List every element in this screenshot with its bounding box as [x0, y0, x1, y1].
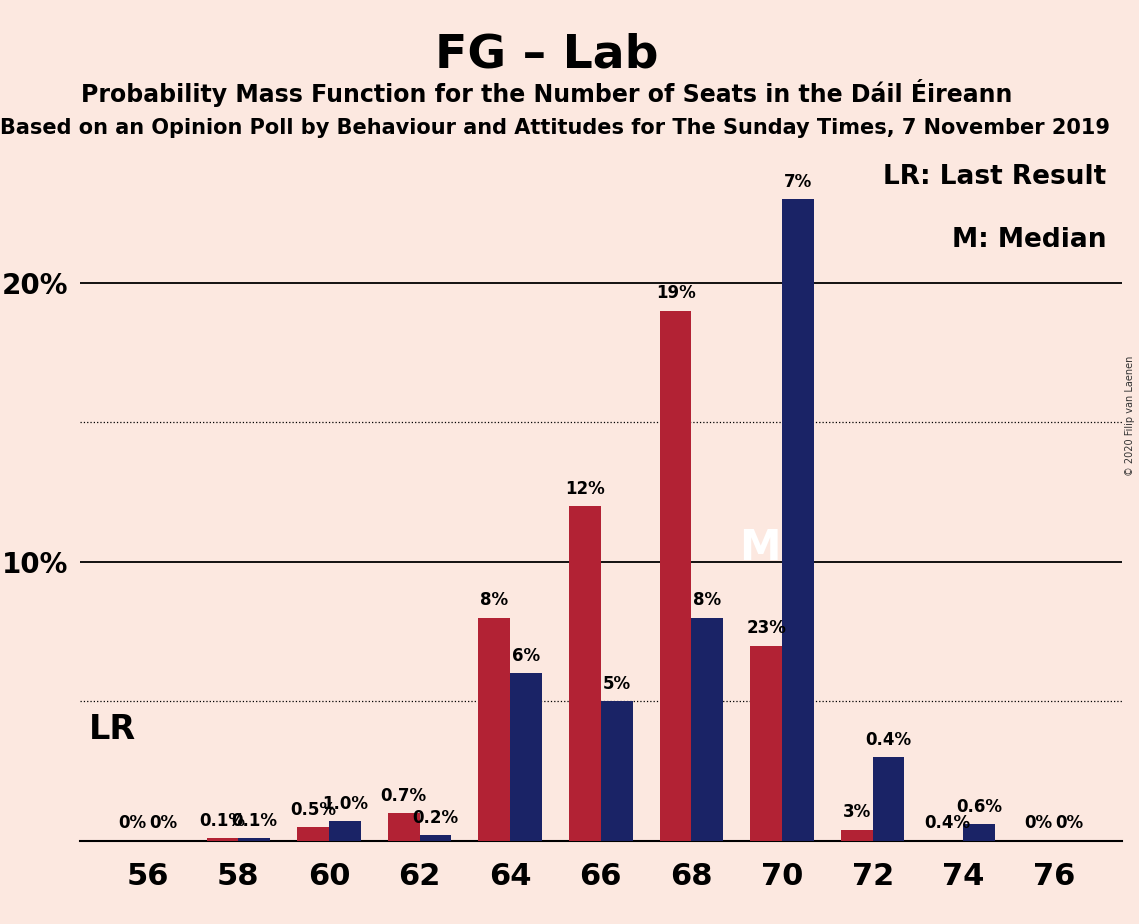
Bar [419, 835, 451, 841]
Text: LR: LR [89, 712, 136, 746]
Text: LR: Last Result: LR: Last Result [883, 164, 1106, 190]
Bar [329, 821, 361, 841]
Text: 0%: 0% [149, 814, 178, 833]
Text: Based on an Opinion Poll by Behaviour and Attitudes for The Sunday Times, 7 Nove: Based on an Opinion Poll by Behaviour an… [0, 118, 1111, 139]
Text: 0%: 0% [117, 814, 146, 833]
Bar [751, 646, 782, 841]
Bar [964, 824, 995, 841]
Bar [478, 617, 510, 841]
Text: 0.2%: 0.2% [412, 808, 459, 827]
Text: 0.1%: 0.1% [231, 811, 277, 830]
Text: 3%: 3% [843, 803, 871, 821]
Bar [238, 838, 270, 841]
Text: 12%: 12% [565, 480, 605, 498]
Text: 0%: 0% [1056, 814, 1084, 833]
Text: Probability Mass Function for the Number of Seats in the Dáil Éireann: Probability Mass Function for the Number… [81, 79, 1013, 106]
Text: 5%: 5% [603, 675, 631, 693]
Bar [601, 701, 632, 841]
Bar [659, 310, 691, 841]
Bar [297, 827, 329, 841]
Bar [570, 506, 601, 841]
Text: 0.1%: 0.1% [199, 811, 246, 830]
Text: 0.5%: 0.5% [290, 800, 336, 819]
Text: 7%: 7% [784, 173, 812, 190]
Text: 23%: 23% [746, 619, 786, 638]
Text: 8%: 8% [694, 591, 721, 609]
Text: 8%: 8% [481, 591, 508, 609]
Bar [691, 617, 723, 841]
Text: 0.7%: 0.7% [380, 786, 427, 805]
Text: 1.0%: 1.0% [322, 795, 368, 813]
Bar [782, 199, 813, 841]
Text: 0.4%: 0.4% [925, 814, 970, 833]
Text: M: M [739, 527, 780, 569]
Text: 19%: 19% [656, 285, 696, 302]
Bar [872, 757, 904, 841]
Bar [388, 813, 419, 841]
Text: 6%: 6% [513, 647, 540, 665]
Text: © 2020 Filip van Laenen: © 2020 Filip van Laenen [1125, 356, 1134, 476]
Bar [510, 674, 542, 841]
Text: FG – Lab: FG – Lab [435, 32, 658, 78]
Text: M: Median: M: Median [952, 227, 1106, 253]
Text: 0.4%: 0.4% [866, 731, 911, 748]
Text: 0.6%: 0.6% [956, 797, 1002, 816]
Bar [206, 838, 238, 841]
Text: 0%: 0% [1024, 814, 1052, 833]
Bar [841, 830, 872, 841]
